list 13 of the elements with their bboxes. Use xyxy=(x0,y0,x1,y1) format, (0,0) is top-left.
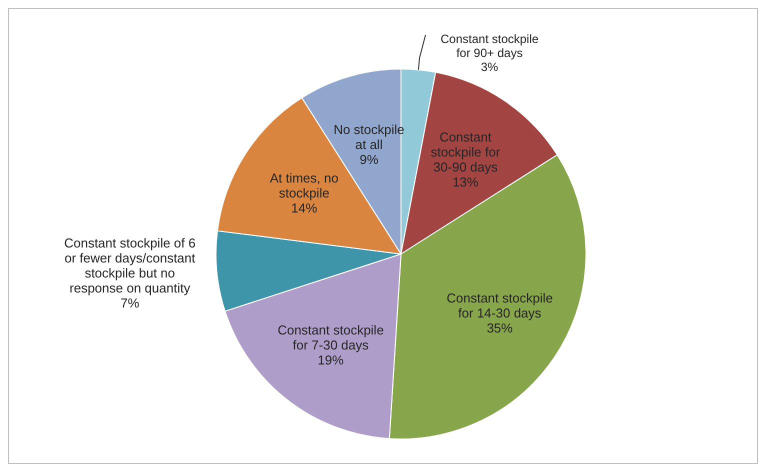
data-label: 35% xyxy=(486,320,514,335)
data-label: 14% xyxy=(291,200,318,216)
slice-label: Constant stockpile for 30-90 days xyxy=(430,129,501,174)
slice-label: Constant stockpile for 90+ days xyxy=(440,32,539,60)
slice-label: Constant stockpile for 14-30 days xyxy=(446,290,553,320)
slice-label: At times, no stockpile xyxy=(270,170,338,200)
data-label: 7% xyxy=(120,295,140,310)
slice-label: Constant stockpile for 7-30 days xyxy=(278,322,384,352)
data-label: 3% xyxy=(480,60,499,74)
data-label: 19% xyxy=(318,352,344,368)
slice-label: Constant stockpile of 6 or fewer days/constant stockpile but no response on quantity xyxy=(64,235,196,296)
data-label: 9% xyxy=(360,151,379,166)
data-label: 13% xyxy=(452,174,479,190)
